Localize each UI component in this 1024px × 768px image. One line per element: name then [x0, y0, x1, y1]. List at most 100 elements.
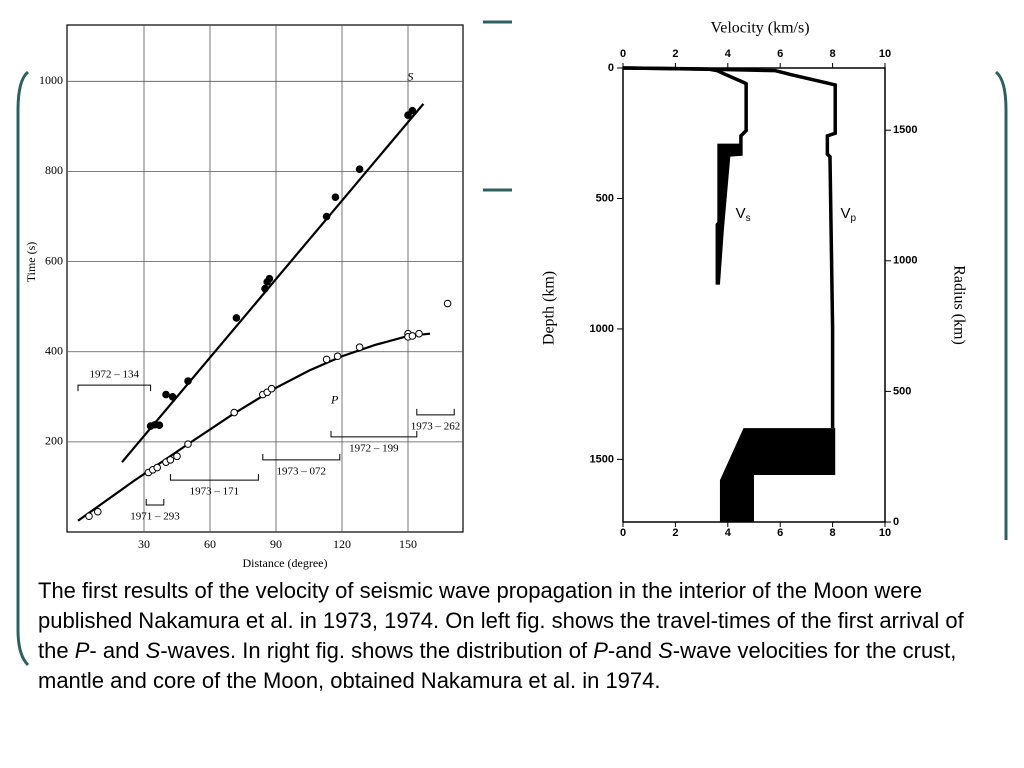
x-tick-label: 4	[725, 527, 732, 539]
range-bracket	[169, 474, 259, 481]
range-label: 1973 – 262	[411, 420, 461, 432]
velocity-line	[622, 66, 837, 429]
y2-tick-label: 1000	[893, 255, 917, 267]
range-bracket	[77, 384, 152, 392]
series-label: Vp	[840, 205, 856, 224]
x-axis-label: Distance (degree)	[243, 556, 328, 570]
fit-curve	[77, 332, 431, 522]
label-sub: s	[746, 213, 751, 224]
y2-tick-label: 500	[893, 385, 911, 397]
right-bracket	[994, 70, 1008, 540]
caption-text: The first results of the velocity of sei…	[38, 578, 964, 663]
caption-text: S	[145, 638, 161, 663]
data-point	[265, 274, 274, 283]
data-point	[333, 352, 342, 361]
data-point	[331, 193, 340, 201]
x-tick-label: 2	[672, 48, 678, 60]
label-main: V	[840, 205, 850, 222]
plot-frame	[66, 24, 464, 533]
data-point	[166, 456, 175, 464]
data-point	[267, 384, 276, 393]
data-point	[355, 343, 364, 352]
x-tick-label: 8	[830, 527, 836, 539]
caption-text: P	[593, 638, 608, 663]
data-point	[184, 440, 192, 448]
data-point	[443, 299, 452, 308]
series-label: Vs	[736, 205, 751, 224]
range-bracket	[262, 453, 341, 461]
y-tick-label: 400	[45, 343, 63, 357]
range-label: 1973 – 072	[277, 465, 327, 477]
chart-title: Velocity (km/s)	[710, 20, 809, 37]
y2-tick-label: 0	[893, 516, 899, 528]
y2-axis-label: Radius (km)	[950, 265, 967, 345]
data-point	[408, 106, 417, 115]
range-label: 1972 – 199	[349, 442, 399, 454]
data-point	[261, 284, 269, 293]
x-tick-label: 4	[725, 48, 732, 60]
y-tick-label: 1000	[590, 323, 614, 335]
x-tick-label: 90	[270, 537, 282, 551]
x-tick-label: 120	[333, 537, 351, 551]
x-tick-label: 0	[620, 527, 626, 539]
y-axis-label: Depth (km)	[541, 271, 558, 345]
caption-text: -and	[607, 638, 659, 663]
y-tick-label: 800	[45, 163, 63, 177]
data-point	[153, 463, 161, 472]
label-main: V	[736, 205, 746, 222]
y2-tick-label: 1500	[893, 124, 917, 136]
y-axis-label: Time (s)	[24, 242, 38, 283]
x-tick-label: 60	[204, 537, 216, 551]
data-point	[155, 421, 164, 429]
x-tick-label: 30	[138, 537, 150, 551]
data-point	[408, 332, 417, 340]
data-point	[230, 408, 238, 417]
range-label: 1973 – 171	[190, 486, 240, 498]
range-bracket	[330, 430, 418, 438]
caption-text: - and	[89, 638, 146, 663]
uncertainty-area	[719, 428, 836, 522]
y-tick-label: 500	[596, 192, 614, 204]
caption: The first results of the velocity of sei…	[38, 576, 998, 696]
x-tick-label: 6	[777, 48, 783, 60]
data-point	[173, 452, 181, 461]
x-tick-label: 150	[399, 537, 417, 551]
series-label: P	[330, 392, 339, 406]
y-tick-label: 1500	[590, 453, 614, 465]
x-tick-label: 8	[830, 48, 836, 60]
y-tick-label: 600	[45, 253, 63, 267]
velocity-profile-chart: 00224466881010050010001500050010001500Ve…	[541, 20, 968, 539]
caption-text: P	[74, 638, 90, 663]
range-label: 1972 – 134	[90, 369, 140, 381]
y-tick-label: 0	[608, 62, 614, 74]
x-tick-label: 0	[620, 48, 626, 60]
fit-curve	[121, 103, 425, 463]
data-point	[404, 111, 412, 119]
data-point	[85, 512, 93, 521]
x-tick-label: 2	[672, 527, 678, 539]
x-tick-label: 10	[879, 48, 891, 60]
data-point	[184, 377, 192, 385]
caption-text: S	[658, 638, 673, 663]
y-tick-label: 1000	[39, 73, 63, 87]
data-point	[355, 165, 364, 174]
data-point	[168, 393, 177, 401]
x-tick-label: 10	[879, 527, 891, 539]
data-point	[94, 507, 102, 516]
x-tick-label: 6	[777, 527, 783, 539]
travel-time-chart: 30 60 90 120 150 200 400 600 800 1000 Distance (de…	[24, 24, 464, 570]
caption-text: -wave velocities for the crust, mantle a…	[38, 638, 957, 693]
data-point	[232, 314, 241, 322]
data-point	[162, 390, 170, 399]
y-tick-label: 200	[45, 434, 63, 448]
caption-text: -waves. In right fig. shows the distribu…	[160, 638, 594, 663]
range-bracket	[416, 408, 455, 416]
data-point	[322, 212, 331, 221]
data-point	[322, 355, 331, 364]
left-bracket	[16, 70, 30, 667]
series-label: S	[407, 70, 413, 84]
data-point	[415, 329, 423, 338]
range-bracket	[145, 498, 165, 506]
